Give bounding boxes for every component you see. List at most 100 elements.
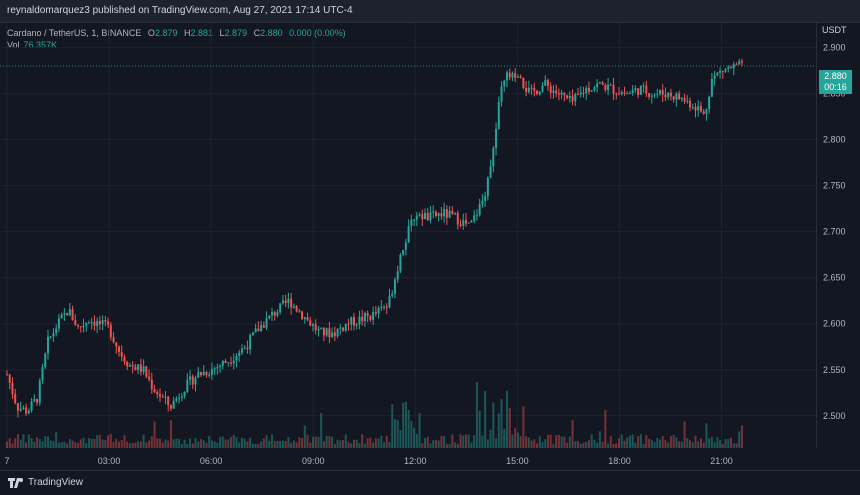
- candle-body: [205, 371, 208, 376]
- candle-body: [216, 367, 219, 369]
- volume-bar: [705, 423, 708, 448]
- candle-body: [314, 324, 317, 331]
- volume-bar: [148, 440, 151, 448]
- volume-bar: [44, 436, 47, 448]
- volume-label: Vol: [7, 40, 20, 50]
- volume-bar: [104, 440, 107, 448]
- volume-bar: [475, 382, 478, 448]
- candle-body: [221, 360, 224, 366]
- candle-body: [623, 92, 626, 94]
- volume-bar: [445, 443, 448, 448]
- currency-label[interactable]: USDT: [822, 25, 847, 35]
- volume-bar: [432, 440, 435, 448]
- volume-bar: [363, 443, 366, 448]
- volume-bar: [735, 443, 738, 448]
- volume-bar: [175, 438, 178, 448]
- candle-body: [240, 348, 243, 353]
- volume-bar: [549, 434, 552, 448]
- candle-body: [456, 213, 459, 225]
- volume-bar: [344, 434, 347, 448]
- volume-bar: [598, 431, 601, 448]
- price-chart[interactable]: 2.9002.8502.8002.7502.7002.6502.6002.550…: [0, 23, 860, 470]
- volume-bar: [738, 431, 741, 448]
- candle-body: [350, 317, 353, 325]
- volume-bar: [716, 437, 719, 448]
- candle-body: [186, 379, 189, 392]
- candle-body: [68, 309, 71, 316]
- volume-legend: Vol 76.357K: [7, 39, 57, 51]
- candle-body: [475, 215, 478, 217]
- volume-bar: [126, 441, 129, 448]
- volume-bar: [443, 435, 446, 448]
- volume-bar: [27, 434, 30, 448]
- x-tick-label: 7: [4, 456, 9, 466]
- candle-body: [402, 250, 405, 255]
- candle-body: [82, 325, 85, 328]
- volume-bar: [650, 439, 653, 448]
- volume-bar: [87, 437, 90, 448]
- candle-body: [232, 360, 235, 364]
- candle-body: [131, 365, 134, 367]
- candle-body: [735, 64, 738, 66]
- candle-body: [44, 353, 47, 368]
- volume-bar: [396, 419, 399, 448]
- volume-bar: [702, 442, 705, 448]
- volume-bar: [145, 442, 148, 448]
- candle-body: [516, 76, 519, 78]
- volume-bar: [694, 435, 697, 448]
- candle-body: [317, 328, 320, 331]
- candle-body: [503, 80, 506, 87]
- y-tick-label: 2.900: [823, 43, 846, 53]
- volume-bar: [658, 439, 661, 448]
- candle-body: [251, 332, 254, 336]
- volume-bar: [312, 436, 315, 448]
- candle-body: [642, 85, 645, 87]
- candle-body: [645, 85, 648, 94]
- symbol-name[interactable]: Cardano / TetherUS, 1, BINANCE: [7, 28, 142, 38]
- volume-bar: [284, 441, 287, 448]
- candle-body: [273, 312, 276, 316]
- volume-bar: [16, 434, 19, 448]
- volume-bar: [514, 428, 517, 448]
- price-axis-separator: [816, 23, 817, 448]
- x-tick-label: 12:00: [404, 456, 427, 466]
- volume-bar: [577, 440, 580, 448]
- volume-bar: [25, 442, 28, 448]
- candle-body: [536, 90, 539, 95]
- x-tick-label: 15:00: [506, 456, 529, 466]
- candle-body: [508, 72, 511, 78]
- volume-bar: [68, 439, 71, 448]
- volume-bar: [178, 439, 181, 448]
- candle-body: [533, 87, 536, 91]
- candle-body: [530, 87, 533, 89]
- volume-bar: [159, 438, 162, 448]
- volume-bar: [615, 443, 618, 448]
- candle-body: [202, 371, 205, 376]
- volume-bar: [191, 443, 194, 448]
- candle-body: [511, 73, 514, 78]
- candle-body: [25, 407, 28, 414]
- candle-body: [407, 226, 410, 243]
- volume-bar: [486, 439, 489, 448]
- candle-body: [243, 347, 246, 349]
- candle-body: [19, 408, 22, 411]
- volume-bar: [730, 437, 733, 448]
- candle-body: [14, 393, 17, 404]
- candle-body: [577, 94, 580, 96]
- volume-bar: [314, 436, 317, 448]
- volume-bar: [675, 437, 678, 448]
- volume-bar: [331, 436, 334, 448]
- volume-bar: [213, 441, 216, 448]
- tradingview-logo[interactable]: TradingView: [8, 477, 83, 488]
- volume-bar: [161, 442, 164, 448]
- candle-body: [358, 316, 361, 325]
- volume-bar: [388, 442, 391, 448]
- volume-bar: [522, 406, 525, 448]
- volume-bar: [325, 436, 328, 448]
- volume-bar: [645, 435, 648, 448]
- volume-bar: [369, 437, 372, 448]
- candle-body: [549, 85, 552, 93]
- candle-body: [30, 401, 33, 411]
- volume-bar: [221, 436, 224, 448]
- candle-body: [571, 96, 574, 102]
